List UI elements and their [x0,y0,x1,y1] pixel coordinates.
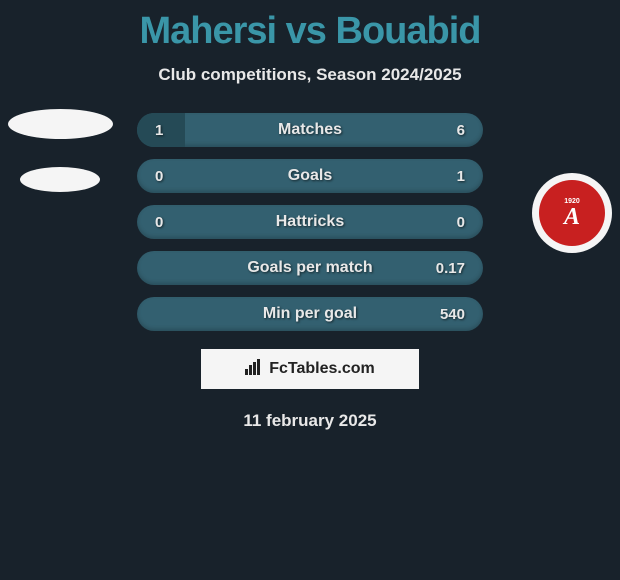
ellipse-icon [20,167,100,192]
page-title: Mahersi vs Bouabid [0,0,620,53]
stat-bar-mpg: Min per goal 540 [137,297,483,331]
left-player-badge [8,109,113,192]
stats-container: 1920 A 1 Matches 6 0 Goals 1 0 Hattricks… [0,113,620,331]
stat-label: Min per goal [137,305,483,323]
stat-right-value: 0.17 [436,260,465,277]
stat-row: Min per goal 540 [0,297,620,331]
stat-label: Goals [137,167,483,185]
stat-right-value: 6 [457,122,465,139]
stat-bar-gpm: Goals per match 0.17 [137,251,483,285]
bars-icon [245,359,263,380]
right-player-badge: 1920 A [532,173,612,253]
stat-bar-matches: 1 Matches 6 [137,113,483,147]
date-text: 11 february 2025 [0,411,620,431]
stat-bar-hattricks: 0 Hattricks 0 [137,205,483,239]
stat-bar-goals: 0 Goals 1 [137,159,483,193]
stat-right-value: 1 [457,168,465,185]
stat-label: Matches [137,121,483,139]
logo-text: FcTables.com [269,360,375,378]
ellipse-icon [8,109,113,139]
subtitle: Club competitions, Season 2024/2025 [0,65,620,85]
stat-right-value: 540 [440,306,465,323]
crest-letter: A [564,205,580,229]
club-crest-icon: 1920 A [532,173,612,253]
fctables-logo: FcTables.com [201,349,419,389]
stat-label: Goals per match [137,259,483,277]
stat-row: 0 Hattricks 0 [0,205,620,239]
stat-label: Hattricks [137,213,483,231]
stat-row: Goals per match 0.17 [0,251,620,285]
stat-right-value: 0 [457,214,465,231]
